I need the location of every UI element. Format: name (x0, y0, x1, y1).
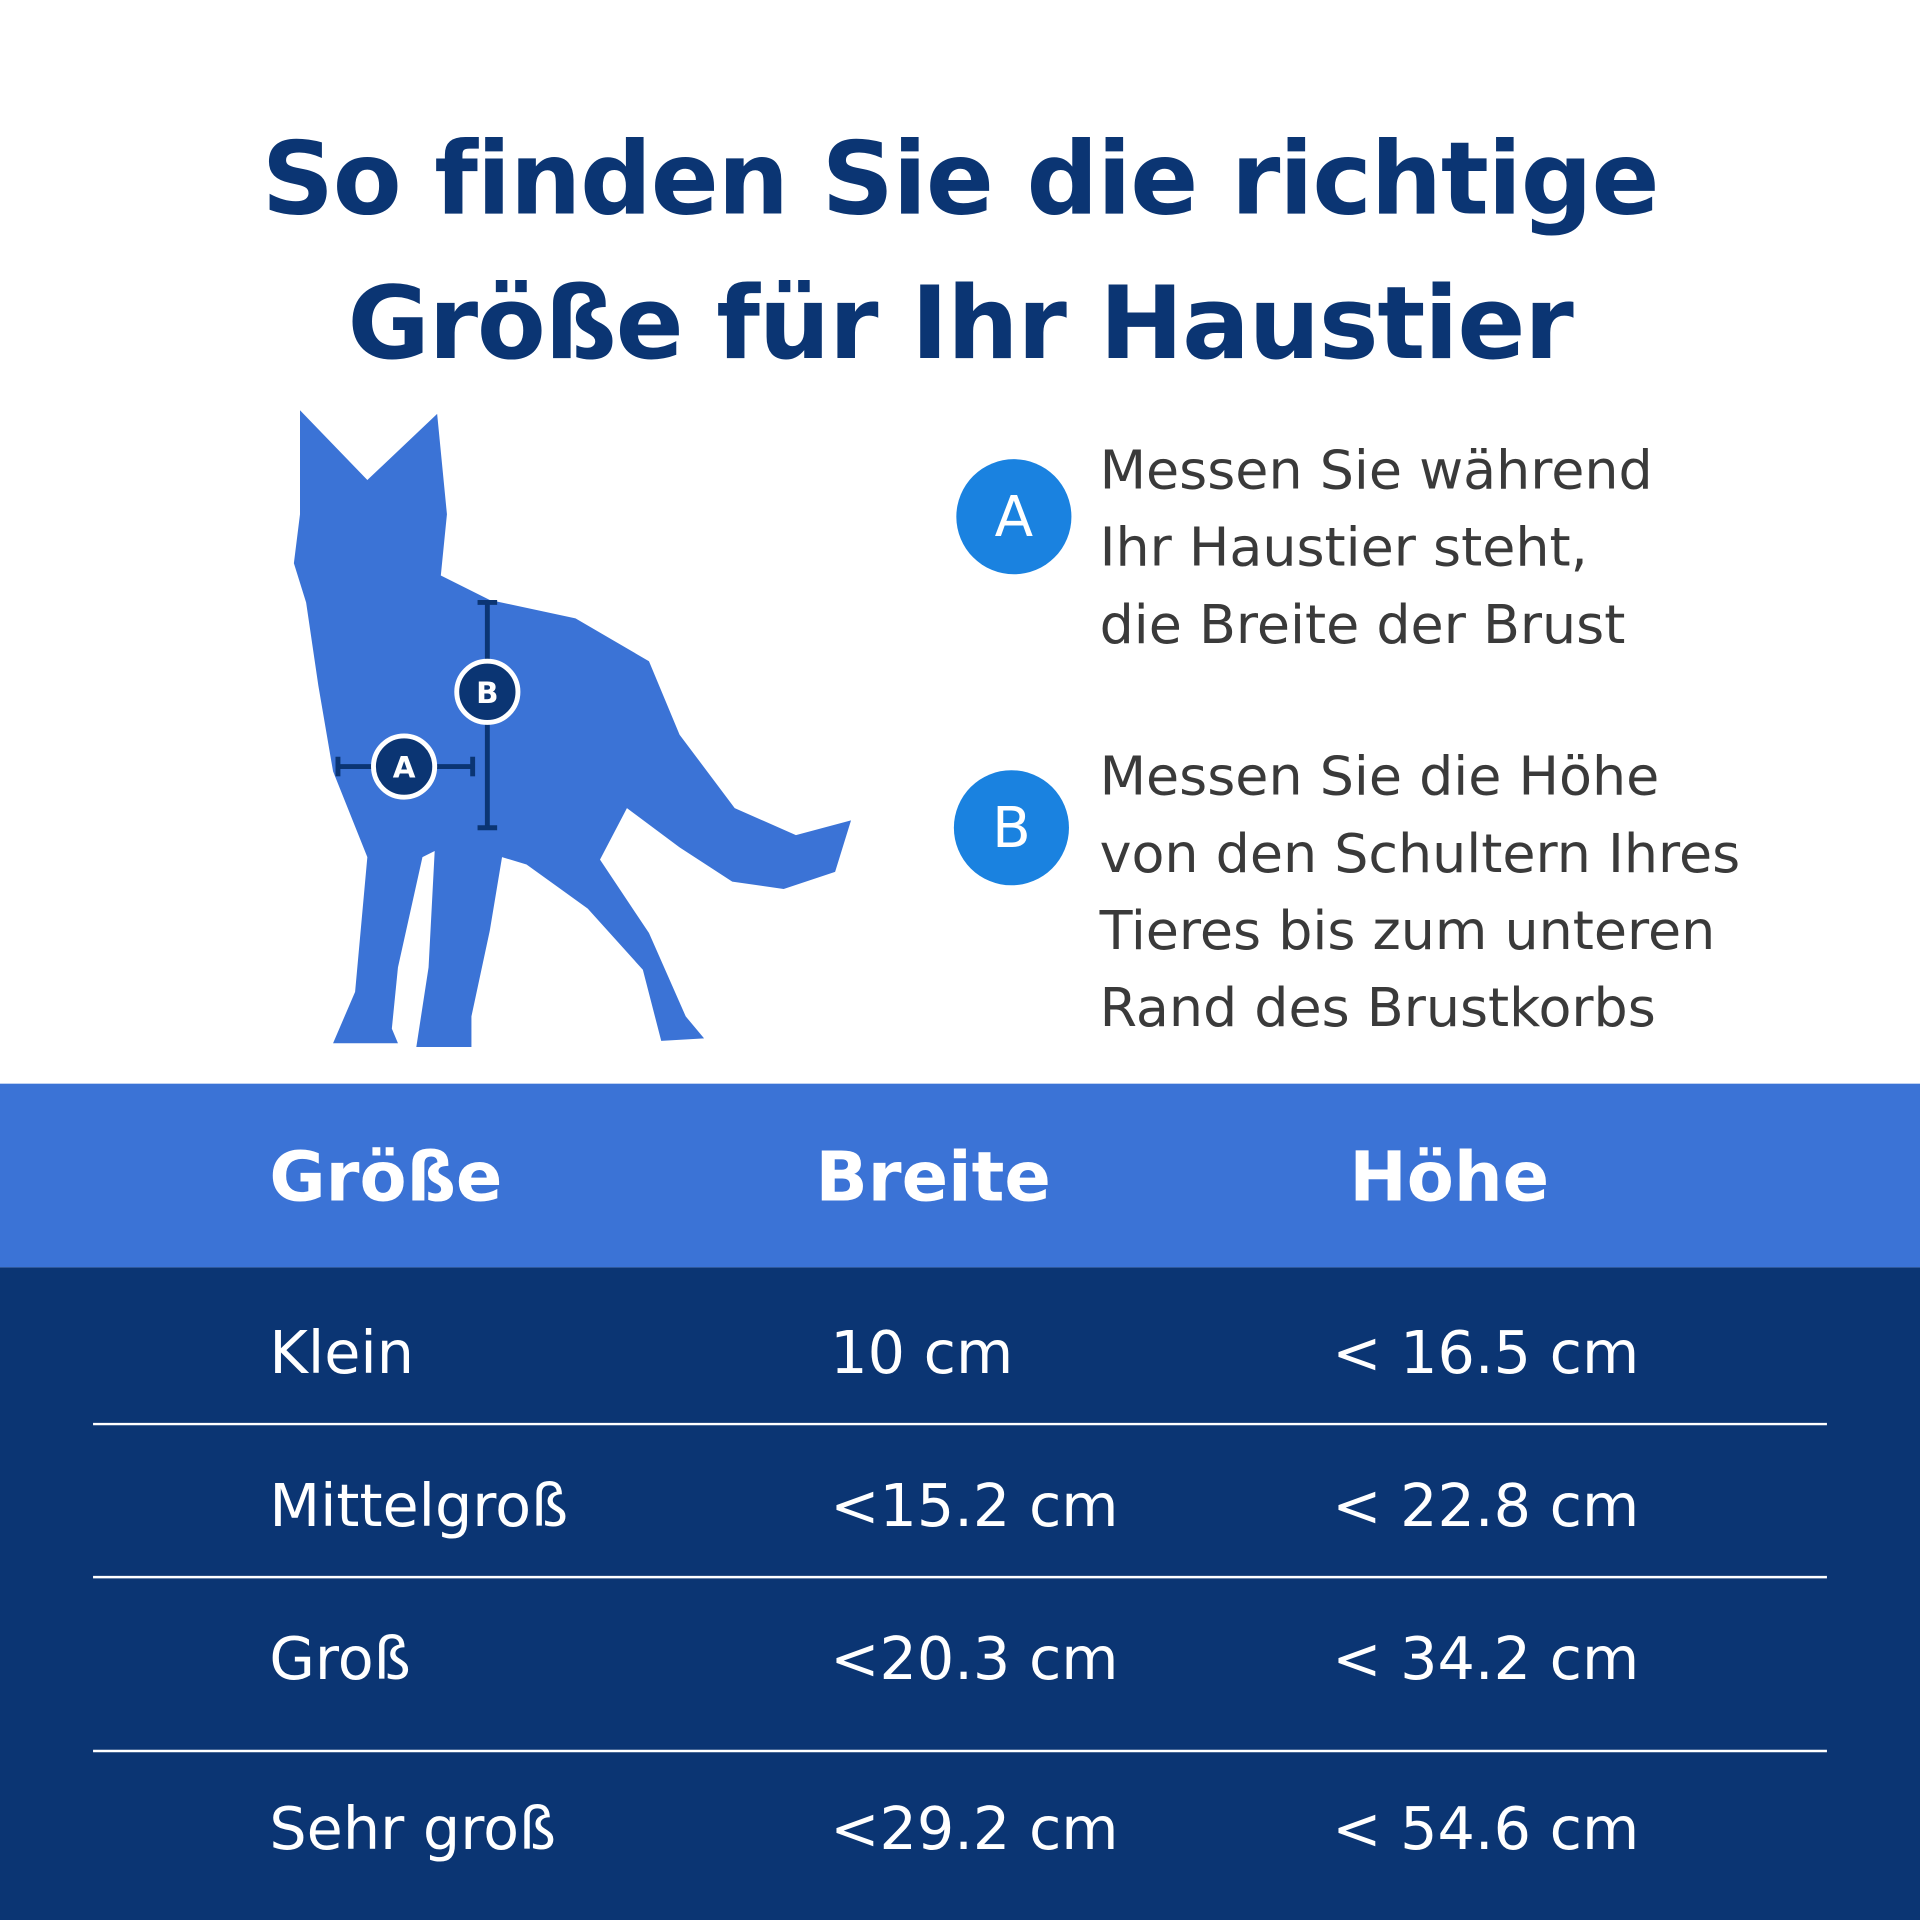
instruction-line: Ihr Haustier steht, (1100, 516, 1588, 579)
table-cell: Groß (269, 1624, 410, 1693)
marker-label: A (393, 750, 416, 784)
column-header: Größe (269, 1138, 502, 1218)
table-cell: Mittelgroß (269, 1471, 568, 1540)
marker-circle (454, 658, 521, 725)
instruction-line: Tieres bis zum unteren (1099, 899, 1716, 962)
table-body (0, 1267, 1920, 1920)
badge-label: B (992, 796, 1031, 861)
badge (953, 770, 1069, 886)
table-cell: < 34.2 cm (1332, 1624, 1639, 1693)
table-header (0, 1083, 1920, 1268)
table-cell: 10 cm (830, 1318, 1013, 1387)
column-header: Höhe (1349, 1138, 1549, 1218)
dog-silhouette (293, 410, 852, 1047)
title-line: So finden Sie die richtige (262, 120, 1659, 237)
instruction-line: die Breite der Brust (1100, 593, 1626, 656)
badge-label: A (995, 485, 1034, 550)
marker-circle (371, 733, 438, 800)
table-cell: Sehr groß (269, 1794, 556, 1863)
table-cell: < 16.5 cm (1332, 1318, 1639, 1387)
column-header: Breite (816, 1138, 1051, 1218)
table-cell: < 22.8 cm (1332, 1471, 1639, 1540)
instruction-line: Messen Sie die Höhe (1100, 745, 1660, 808)
marker-label: B (476, 676, 498, 710)
table-cell: <15.2 cm (830, 1471, 1118, 1540)
table-cell: Klein (269, 1318, 414, 1387)
table-cell: < 54.6 cm (1332, 1794, 1639, 1863)
title-line: Größe für Ihr Haustier (347, 265, 1574, 382)
badge (956, 459, 1072, 575)
table-cell: <29.2 cm (830, 1794, 1118, 1863)
row-separators (93, 1422, 1827, 1753)
instruction-line: Rand des Brustkorbs (1100, 976, 1656, 1039)
dog-diagram: B A (293, 410, 852, 1047)
table-cell: <20.3 cm (830, 1624, 1118, 1693)
table-rows: Klein 10 cm < 16.5 cm Mittelgroß <15.2 cm < 2… (269, 1318, 1639, 1863)
instruction-line: von den Schultern Ihres (1100, 822, 1741, 885)
instruction-line: Messen Sie während (1100, 439, 1653, 502)
